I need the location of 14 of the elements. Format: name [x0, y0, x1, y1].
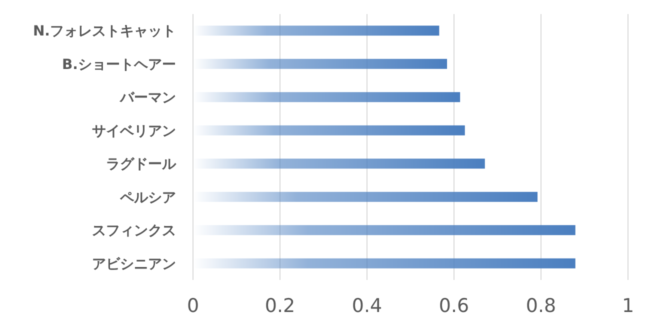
x-tick-label: 0.6: [438, 295, 470, 317]
y-tick-label: B.ショートヘアー: [62, 56, 176, 73]
y-tick-label: N.フォレストキャット: [32, 24, 176, 40]
x-tick-label: 0: [186, 295, 200, 317]
y-tick-label: ペルシア: [119, 190, 176, 206]
y-tick-label: バーマン: [119, 90, 176, 106]
y-tick-label: サイベリアン: [92, 123, 176, 140]
x-tick-label: 0.8: [526, 295, 556, 317]
x-tick-label: 0.4: [352, 295, 382, 317]
y-tick-label: スフィンクス: [92, 223, 176, 240]
x-tick-label: 0.2: [264, 295, 296, 317]
y-tick-label: ラグドール: [106, 156, 177, 173]
x-tick-label: 1: [622, 295, 634, 317]
y-tick-label: アビシニアン: [92, 256, 176, 272]
